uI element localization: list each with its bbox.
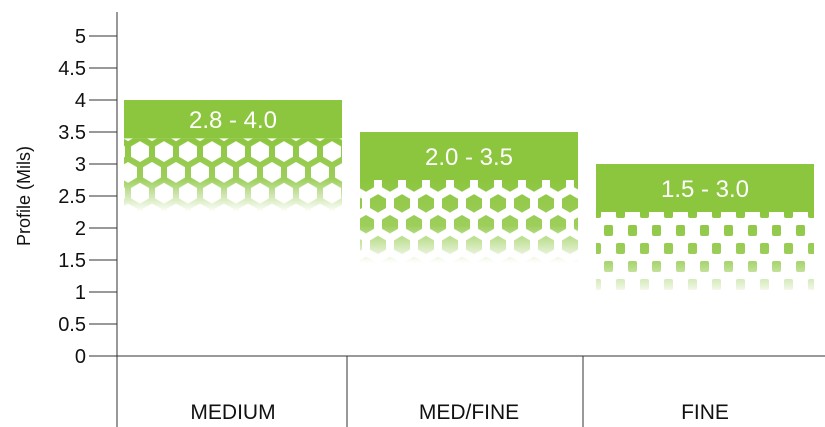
bar-range-label: 2.0 - 3.5 <box>425 144 513 171</box>
y-tick-label: 2 <box>75 218 86 240</box>
category-separators <box>346 356 584 427</box>
y-tick-label: 1.5 <box>58 250 86 272</box>
y-tick-label: 0 <box>75 346 86 368</box>
x-tick-labels: MEDIUM MED/FINE FINE <box>190 401 729 424</box>
y-tick-label: 4 <box>75 90 86 112</box>
bar-fine: 1.5 - 3.0 <box>596 164 814 296</box>
y-ticks: 0 0.5 1 1.5 2 2.5 3 3.5 4 4.5 5 <box>58 26 117 368</box>
y-tick-label: 2.5 <box>58 186 86 208</box>
y-tick-label: 0.5 <box>58 314 86 336</box>
y-tick-label: 4.5 <box>58 58 86 80</box>
bar-pattern <box>360 180 578 264</box>
bar-range-label: 2.8 - 4.0 <box>189 107 277 134</box>
bar-solid <box>360 132 578 180</box>
x-tick-label: MED/FINE <box>419 401 519 424</box>
bar-solid <box>124 100 342 139</box>
bar-solid <box>596 164 814 212</box>
y-tick-label: 3.5 <box>58 122 86 144</box>
x-tick-label: FINE <box>681 401 729 424</box>
bar-pattern <box>124 138 342 212</box>
bars: 2.8 - 4.0 2.0 - 3.5 1.5 - 3.0 <box>124 100 814 296</box>
bar-pattern <box>596 212 814 296</box>
bar-med-fine: 2.0 - 3.5 <box>360 132 578 264</box>
x-tick-label: MEDIUM <box>190 401 275 424</box>
bar-medium: 2.8 - 4.0 <box>124 100 342 212</box>
y-tick-label: 1 <box>75 282 86 304</box>
bar-range-label: 1.5 - 3.0 <box>661 176 749 203</box>
y-axis-label: Profile (Mils) <box>14 146 34 246</box>
y-tick-label: 5 <box>75 26 86 48</box>
y-tick-label: 3 <box>75 154 86 176</box>
